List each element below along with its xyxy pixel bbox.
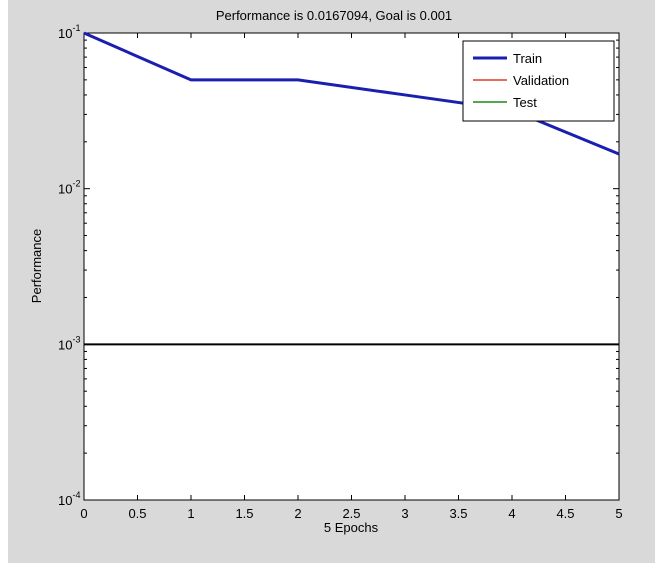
y-axis-label: Performance xyxy=(29,229,44,303)
x-tick-label: 3.5 xyxy=(449,506,467,521)
x-tick-label: 2 xyxy=(294,506,301,521)
y-tick-label: 10-1 xyxy=(58,23,80,41)
y-tick-label: 10-4 xyxy=(58,490,80,508)
y-tick-label: 10-3 xyxy=(58,334,80,352)
legend-label-train: Train xyxy=(513,51,542,66)
x-tick-label: 2.5 xyxy=(342,506,360,521)
x-tick-label: 4.5 xyxy=(556,506,574,521)
legend-label-validation: Validation xyxy=(513,73,569,88)
chart-title: Performance is 0.0167094, Goal is 0.001 xyxy=(216,8,452,23)
x-tick-label: 0 xyxy=(80,506,87,521)
legend-box xyxy=(462,40,615,122)
x-tick-label: 4 xyxy=(508,506,515,521)
legend: Train Validation Test xyxy=(462,40,615,122)
performance-chart: Performance is 0.0167094, Goal is 0.001 … xyxy=(29,8,623,535)
figure-window: Performance is 0.0167094, Goal is 0.001 … xyxy=(8,0,655,563)
x-axis-label: 5 Epochs xyxy=(324,520,379,535)
y-tick-label: 10-2 xyxy=(58,179,80,197)
x-tick-label: 3 xyxy=(401,506,408,521)
x-tick-label: 1.5 xyxy=(235,506,253,521)
x-tick-label: 1 xyxy=(187,506,194,521)
legend-label-test: Test xyxy=(513,95,537,110)
x-tick-label: 5 xyxy=(615,506,622,521)
axis-ticks: 0 0.5 1 1.5 2 2.5 3 3.5 4 4.5 5 10-1 10-2 10-3 10-4 xyxy=(58,23,623,521)
x-tick-label: 0.5 xyxy=(128,506,146,521)
